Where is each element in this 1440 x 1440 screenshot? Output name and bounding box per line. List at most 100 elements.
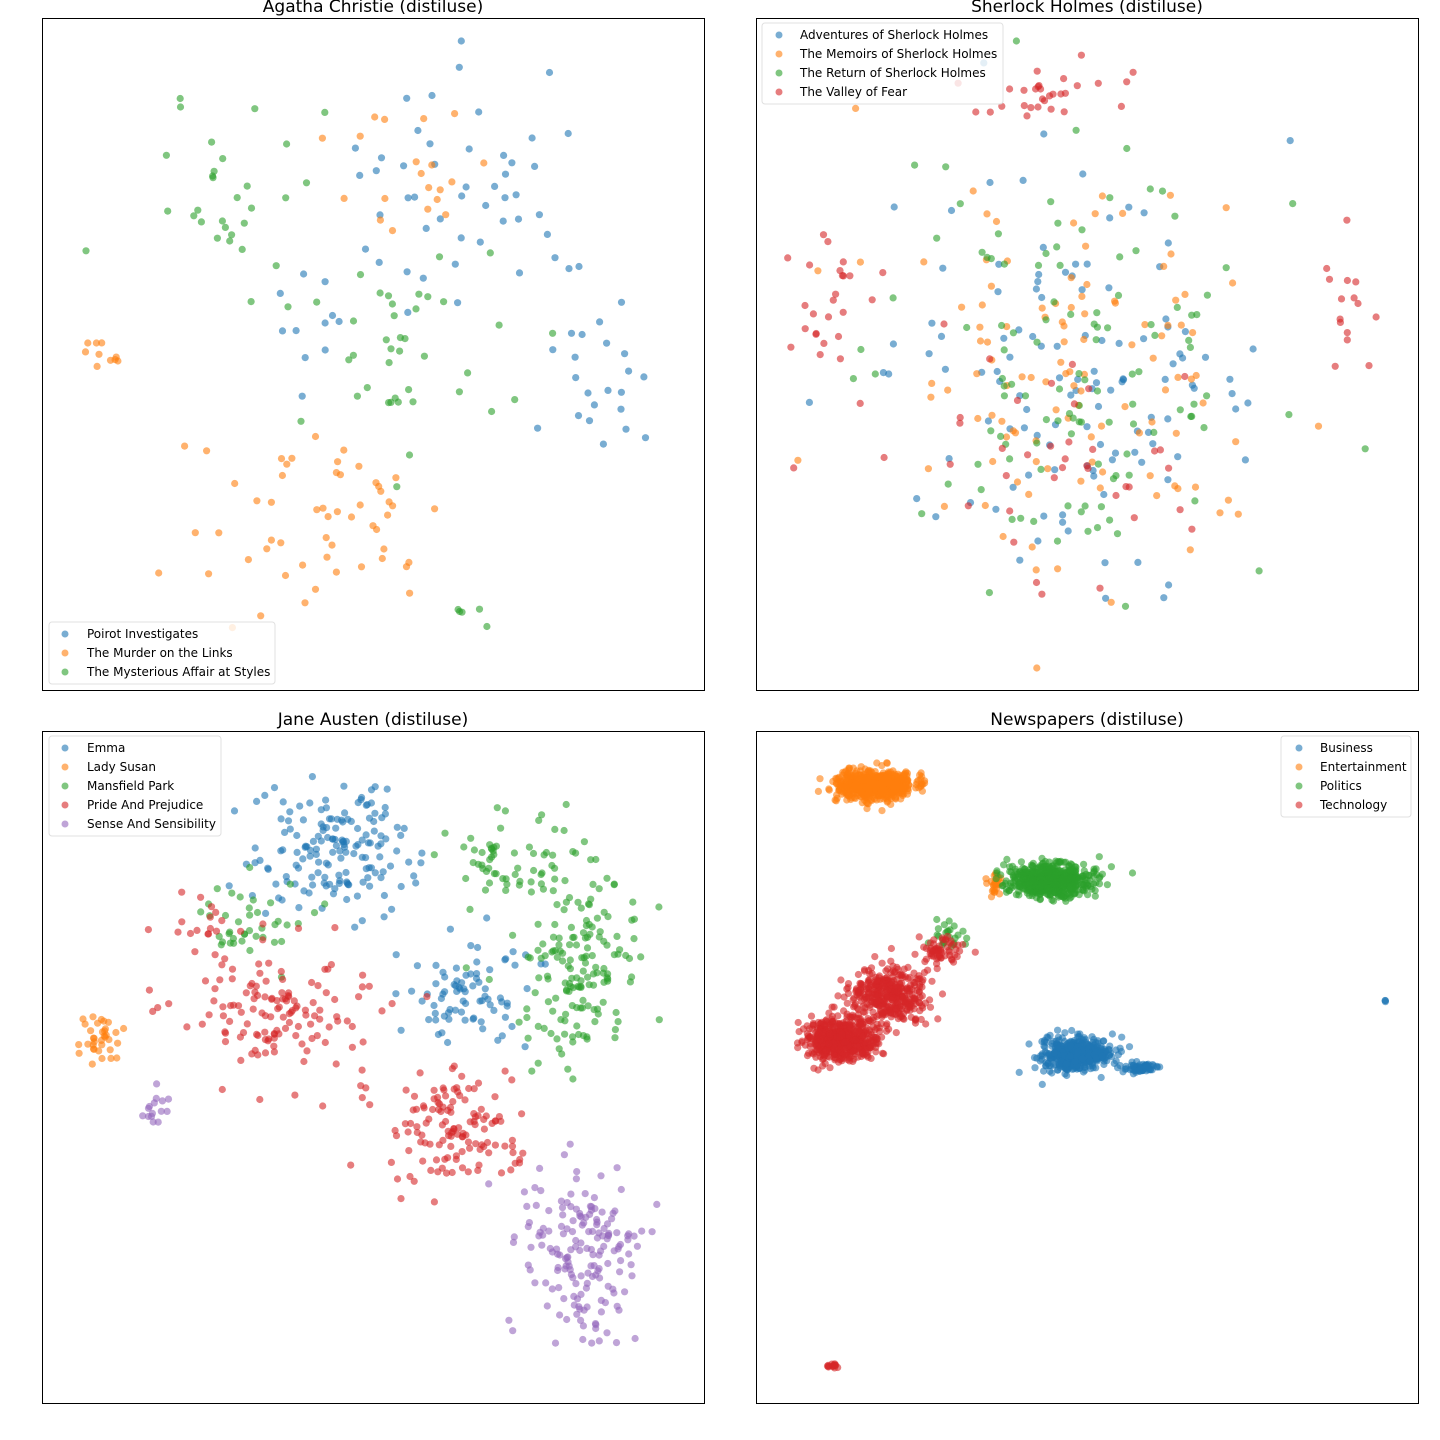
scatter-point <box>75 1049 83 1057</box>
scatter-point <box>525 843 534 851</box>
scatter-point <box>884 769 892 778</box>
scatter-point <box>283 460 291 468</box>
scatter-point <box>511 396 519 404</box>
scatter-point <box>261 993 269 1001</box>
scatter-point <box>1060 338 1068 346</box>
scatter-point <box>440 298 448 306</box>
scatter-point <box>1064 527 1072 535</box>
scatter-point <box>1181 290 1189 298</box>
scatter-point <box>918 510 926 518</box>
scatter-point <box>1094 460 1102 468</box>
scatter-point <box>500 151 508 159</box>
scatter-point <box>1125 471 1133 479</box>
scatter-point <box>454 299 462 307</box>
scatter-point <box>328 541 336 549</box>
scatter-point <box>834 992 842 1000</box>
scatter-point <box>388 905 396 913</box>
scatter-point <box>583 1035 591 1043</box>
scatter-point <box>1067 1042 1075 1050</box>
scatter-point <box>983 210 991 218</box>
scatter-point <box>376 216 384 224</box>
legend-box <box>761 22 1004 105</box>
scatter-point <box>1054 565 1062 573</box>
scatter-point <box>362 831 370 839</box>
scatter-point <box>529 849 538 858</box>
scatter-point <box>1044 465 1052 473</box>
scatter-point <box>551 254 559 262</box>
scatter-point <box>567 1203 575 1211</box>
scatter-point <box>887 800 895 809</box>
scatter-point <box>1138 458 1146 466</box>
legend-marker <box>1295 801 1303 809</box>
scatter-point <box>856 399 864 407</box>
scatter-point <box>388 300 396 308</box>
scatter-point <box>197 908 205 916</box>
scatter-point <box>916 975 924 983</box>
scatter-point <box>942 163 950 171</box>
scatter-point <box>432 1156 441 1164</box>
scatter-point <box>1084 464 1092 472</box>
scatter-point <box>538 811 546 819</box>
scatter-point <box>1034 103 1042 111</box>
scatter-point <box>246 946 254 955</box>
scatter-point <box>219 1003 227 1011</box>
scatter-point <box>466 1144 474 1152</box>
scatter-point <box>1286 137 1294 145</box>
scatter-point <box>1060 75 1068 83</box>
scatter-point <box>285 1018 293 1027</box>
scatter-point <box>181 442 189 450</box>
scatter-point <box>1224 496 1232 504</box>
scatter-point <box>424 205 432 213</box>
scatter-point <box>1006 85 1014 93</box>
scatter-point <box>1067 391 1075 399</box>
scatter-point <box>1112 491 1120 500</box>
scatter-point <box>480 1125 488 1133</box>
scatter-point <box>165 1000 173 1008</box>
scatter-point <box>240 219 248 227</box>
scatter-point <box>972 108 980 116</box>
scatter-point <box>150 1099 158 1107</box>
legend-label: Sense And Sensibility <box>87 817 216 831</box>
scatter-point <box>216 976 224 984</box>
legend-marker <box>775 69 783 77</box>
scatter-point <box>915 933 923 941</box>
scatter-point <box>597 1172 605 1180</box>
scatter-point <box>953 953 961 961</box>
scatter-point <box>599 440 608 448</box>
scatter-point <box>139 1112 147 1120</box>
scatter-point <box>485 1149 493 1157</box>
scatter-point <box>82 247 90 255</box>
scatter-point <box>218 917 226 925</box>
scatter-point <box>1038 590 1046 598</box>
scatter-point <box>308 978 316 987</box>
scatter-point <box>279 975 287 984</box>
scatter-point <box>300 887 308 895</box>
scatter-point <box>258 1009 266 1017</box>
scatter-point <box>621 350 629 358</box>
scatter-point <box>340 446 348 454</box>
scatter-point <box>1091 892 1099 900</box>
scatter-point <box>989 457 997 466</box>
scatter-point <box>372 479 380 487</box>
scatter-point <box>830 1045 839 1053</box>
scatter-point <box>373 525 381 534</box>
scatter-point <box>425 184 433 192</box>
scatter-point <box>566 941 574 949</box>
scatter-point <box>347 1161 355 1169</box>
scatter-point <box>1083 260 1091 268</box>
scatter-point <box>519 1149 527 1157</box>
scatter-point <box>335 871 343 879</box>
scatter-point <box>842 788 850 797</box>
scatter-point <box>321 319 329 327</box>
scatter-point <box>983 338 992 346</box>
scatter-point <box>1128 869 1137 877</box>
scatter-point <box>1128 341 1136 349</box>
scatter-point <box>281 571 290 580</box>
scatter-point <box>949 941 957 949</box>
scatter-point <box>1146 185 1154 193</box>
scatter-point <box>376 853 384 861</box>
scatter-point <box>1047 198 1055 206</box>
scatter-point <box>600 908 608 916</box>
scatter-point <box>333 1013 341 1021</box>
scatter-point <box>319 826 327 835</box>
